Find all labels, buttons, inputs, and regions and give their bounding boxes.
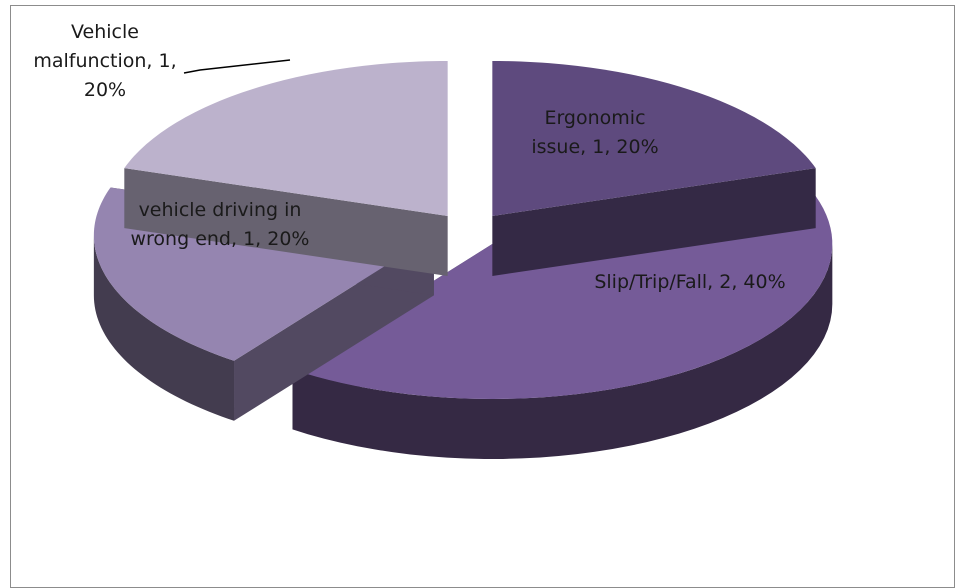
slice xyxy=(124,60,448,216)
data-label: Slip/Trip/Fall, 2, 40% xyxy=(594,271,786,293)
slice-wall xyxy=(292,244,833,459)
data-label: Vehicle malfunction, 1, 20% xyxy=(33,21,177,101)
slice-wall xyxy=(93,235,235,421)
slice xyxy=(292,196,833,400)
pie xyxy=(93,60,833,459)
slice xyxy=(492,60,816,216)
data-label: vehicle driving in wrong end, 1, 20% xyxy=(130,199,310,250)
data-label: Ergonomic issue, 1, 20% xyxy=(531,107,659,158)
slice-side xyxy=(124,168,448,276)
slice-side xyxy=(492,168,816,276)
leader-line xyxy=(183,59,291,74)
